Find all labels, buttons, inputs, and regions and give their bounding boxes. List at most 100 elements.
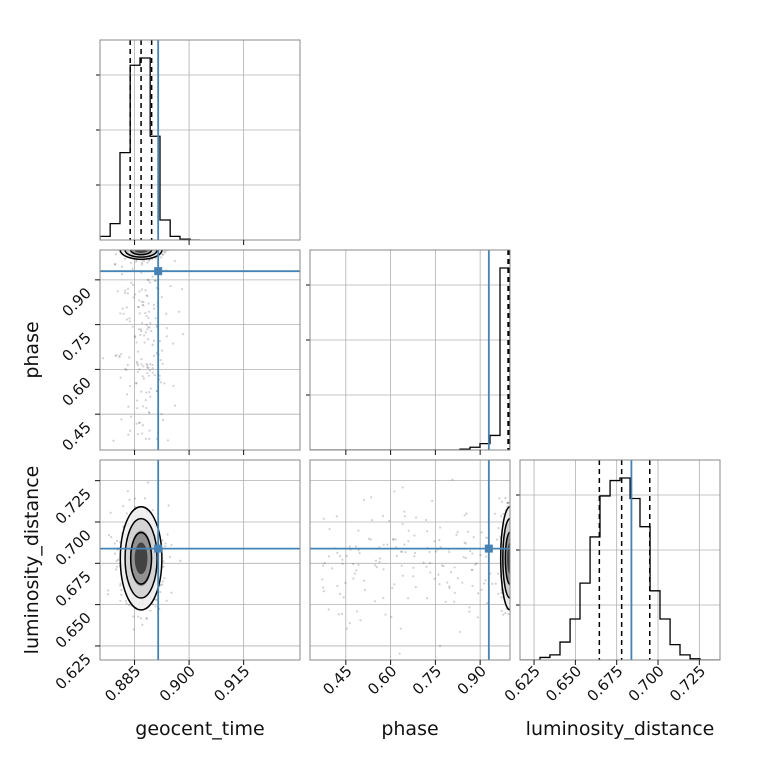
scatter-point [407,540,410,543]
scatter-point [337,613,340,616]
scatter-point [126,287,130,290]
xtick-label-luminosity_distance-4: 0.725 [666,662,709,705]
scatter-point [153,374,156,377]
scatter-point [500,500,504,503]
scatter-point [135,360,138,364]
scatter-point [146,371,149,375]
scatter-point [439,545,442,549]
scatter-point [340,612,344,616]
scatter-point [151,343,154,347]
scatter-point [378,557,382,560]
scatter-point [163,577,166,580]
scatter-point [375,566,378,569]
scatter-point [128,498,131,501]
scatter-point [130,281,133,284]
scatter-point [322,517,325,520]
scatter-point [453,591,456,595]
scatter-point [128,384,132,388]
scatter-point [148,411,151,415]
labels-layer: 0.885 0.900 0.915 0.45 0.60 0.75 0.90 0.6250.65… [21,284,714,740]
scatter-point [495,538,499,541]
scatter-point [455,533,458,536]
scatter-point [112,439,115,442]
scatter-point [165,599,168,602]
scatter-point [152,303,155,306]
hist-geocent_time-step [100,57,200,240]
xlabel-geocent_time: geocent_time [135,718,264,740]
scatter-point [161,583,164,586]
scatter-point [140,261,144,264]
scatter-point [345,554,348,558]
scatter-point [141,321,144,325]
xtick-label-geocent_time-1: 0.900 [156,662,199,705]
scatter-point [138,368,141,371]
scatter-point [390,615,393,619]
scatter-point [486,601,489,605]
scatter-point [181,333,185,336]
scatter-point [139,333,142,337]
scatter-point [113,542,116,545]
scatter-point [151,363,154,367]
contour-scatter-geocent_time-phase-1 [124,250,158,258]
scatter-point [164,542,167,545]
scatter-point [160,295,163,299]
scatter-geocent_time-luminosity_distance-points [100,460,300,660]
scatter-point [152,339,156,342]
scatter-point [144,311,147,315]
scatter-point [134,293,137,296]
scatter-point [138,421,141,424]
scatter-point [128,604,131,607]
scatter-point [149,322,152,325]
scatter-point [357,529,360,532]
scatter-point [159,583,162,587]
scatter-point [341,562,344,565]
scatter-point [434,550,437,553]
scatter-point [129,429,132,432]
scatter-point [120,588,123,592]
scatter-point [475,562,478,565]
scatter-point [147,259,151,262]
scatter-point [171,342,175,345]
scatter-point [498,497,501,500]
scatter-point [145,616,148,619]
scatter-point [110,536,113,539]
scatter-point [363,588,366,592]
scatter-point [384,613,387,616]
scatter-point [453,566,456,569]
scatter-point [147,338,150,341]
scatter-point [463,514,466,517]
scatter-point [146,364,149,367]
scatter-point [168,555,172,559]
scatter-point [140,288,144,291]
scatter-point [499,515,503,518]
xlabel-phase: phase [381,718,438,740]
scatter-point [321,578,324,581]
scatter-point [485,555,488,558]
scatter-point [141,432,144,435]
scatter-point [491,582,494,585]
scatter-point [148,369,151,372]
scatter-point [142,365,145,368]
scatter-point [135,382,138,385]
scatter-point [476,616,479,619]
scatter-point [127,405,130,408]
scatter-point [142,300,145,304]
scatter-point [137,305,141,309]
scatter-point [160,256,163,259]
scatter-point [160,412,163,416]
scatter-point [153,279,156,282]
scatter-point [159,358,162,362]
scatter-point [115,539,119,543]
scatter-point [161,362,164,366]
scatter-point [148,429,151,432]
xtick-label-geocent_time-2: 0.915 [210,662,253,705]
scatter-point [348,545,351,548]
scatter-point [146,328,149,331]
scatter-point [143,341,146,344]
scatter-point [451,478,454,481]
scatter-point [135,382,138,385]
scatter-point [438,644,442,648]
scatter-point [438,583,441,586]
scatter-point [414,585,417,589]
scatter-point [465,512,468,515]
